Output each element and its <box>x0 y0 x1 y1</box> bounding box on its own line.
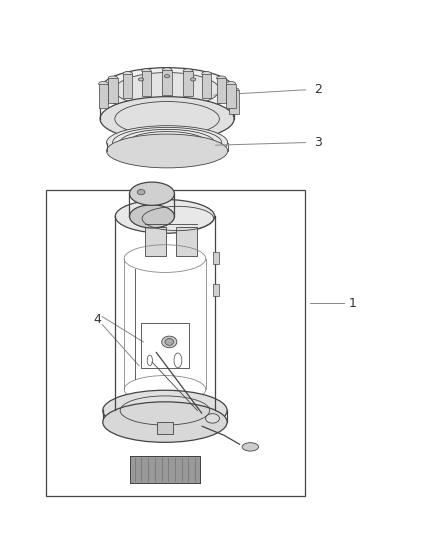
Ellipse shape <box>162 336 177 348</box>
Ellipse shape <box>115 199 215 233</box>
Bar <box>131 456 200 483</box>
Bar <box>212 252 219 264</box>
Ellipse shape <box>103 390 227 431</box>
Ellipse shape <box>99 82 108 86</box>
Ellipse shape <box>108 76 118 80</box>
Bar <box>141 71 151 95</box>
Ellipse shape <box>205 414 219 423</box>
Bar <box>226 84 236 108</box>
Bar <box>230 90 239 115</box>
Ellipse shape <box>106 134 228 168</box>
Text: 2: 2 <box>314 83 322 96</box>
Bar <box>212 284 219 295</box>
Ellipse shape <box>115 72 219 107</box>
Text: 1: 1 <box>349 297 357 310</box>
Ellipse shape <box>130 182 174 205</box>
Bar <box>123 74 132 98</box>
Ellipse shape <box>230 88 239 92</box>
Bar <box>99 84 108 108</box>
Text: 3: 3 <box>314 136 322 149</box>
Bar <box>216 78 226 103</box>
Ellipse shape <box>123 71 132 76</box>
Ellipse shape <box>100 96 234 141</box>
Ellipse shape <box>100 68 234 112</box>
Ellipse shape <box>162 68 172 72</box>
Ellipse shape <box>103 402 227 442</box>
Ellipse shape <box>183 69 193 73</box>
Ellipse shape <box>138 78 144 81</box>
Bar <box>202 74 211 98</box>
Ellipse shape <box>137 190 145 195</box>
Ellipse shape <box>130 205 174 228</box>
Bar <box>157 422 173 434</box>
Bar <box>183 71 193 95</box>
Ellipse shape <box>115 393 215 427</box>
Ellipse shape <box>191 78 196 81</box>
Ellipse shape <box>141 69 151 73</box>
Bar <box>176 227 197 256</box>
Bar <box>46 190 305 496</box>
Ellipse shape <box>165 75 170 78</box>
Ellipse shape <box>242 443 258 451</box>
Ellipse shape <box>216 76 226 80</box>
Ellipse shape <box>106 126 228 159</box>
Bar <box>162 70 172 94</box>
Bar <box>141 324 189 368</box>
Ellipse shape <box>226 82 236 86</box>
Bar <box>131 456 200 483</box>
Ellipse shape <box>165 338 173 345</box>
Ellipse shape <box>202 71 211 76</box>
Bar <box>108 78 118 103</box>
Text: 4: 4 <box>94 313 102 326</box>
Bar <box>145 227 166 256</box>
